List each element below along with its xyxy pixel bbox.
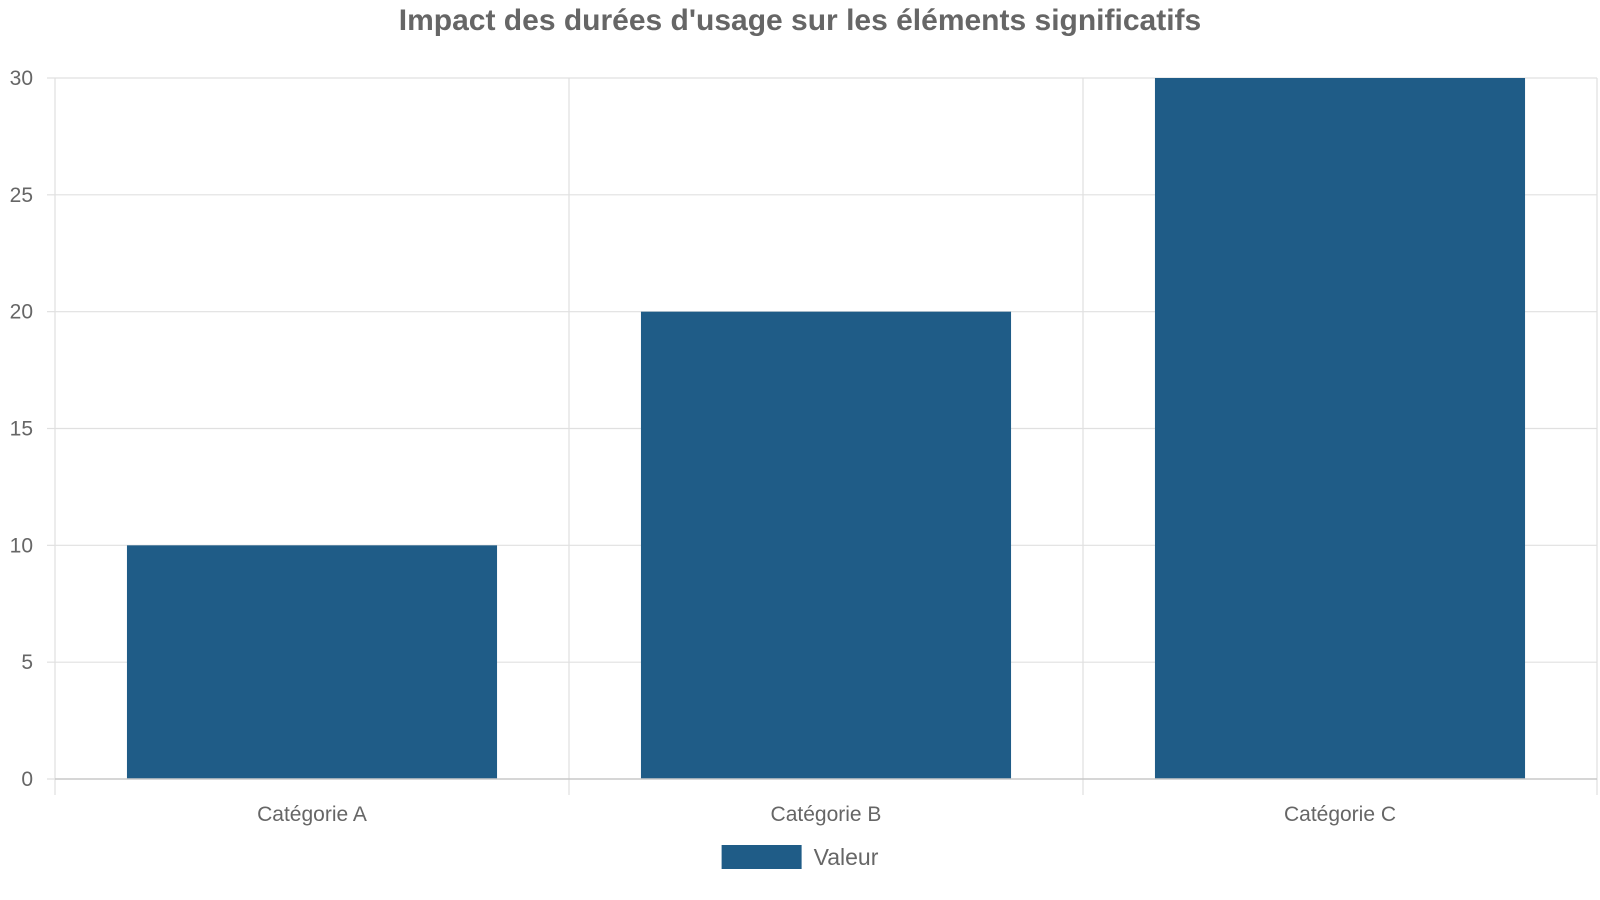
x-tick-label: Catégorie A (257, 803, 367, 826)
y-tick-label: 20 (10, 301, 33, 324)
y-tick-label: 30 (10, 67, 33, 90)
bar (1154, 78, 1526, 779)
y-tick-label: 5 (21, 651, 33, 674)
legend: Valeur (721, 844, 879, 870)
y-tick-label: 0 (21, 768, 33, 791)
y-tick-label: 25 (10, 184, 33, 207)
axes: 0 5 10 15 20 25 30 Catégorie A Catégorie B Catégo… (10, 67, 1597, 826)
legend-label: Valeur (814, 844, 879, 870)
bars (126, 78, 1526, 779)
y-tick-label: 15 (10, 418, 33, 441)
chart-title: Impact des durées d'usage sur les élémen… (399, 4, 1201, 37)
x-tick-label: Catégorie B (771, 803, 882, 826)
bar (640, 311, 1012, 779)
legend-swatch (721, 845, 802, 869)
bar (126, 545, 498, 779)
y-tick-label: 10 (10, 534, 33, 557)
x-tick-label: Catégorie C (1284, 803, 1396, 826)
